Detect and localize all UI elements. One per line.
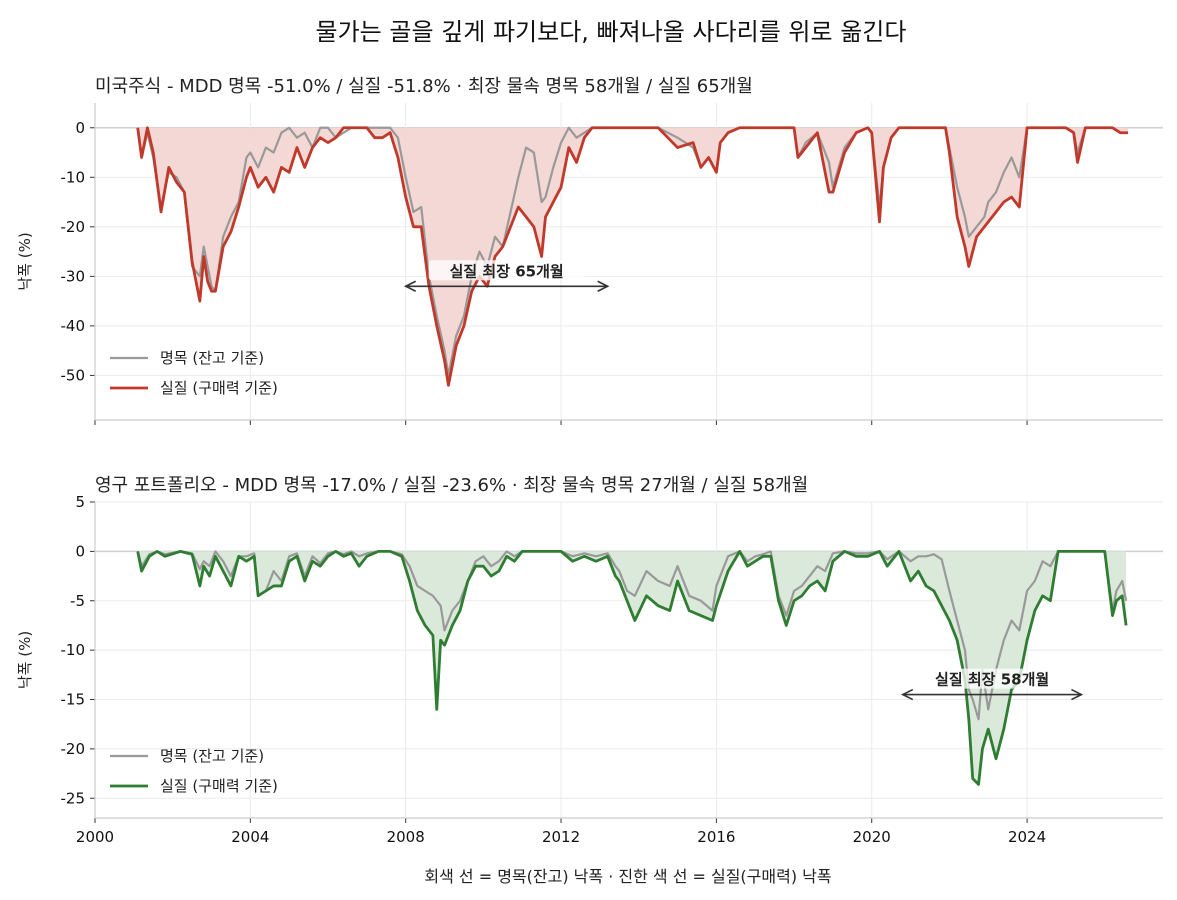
y-tick-label: -10	[61, 168, 86, 186]
annotation-label: 실질 최장 65개월	[450, 262, 564, 280]
x-tick-label: 2008	[387, 828, 425, 846]
x-tick-label: 2024	[1008, 828, 1046, 846]
legend-label: 실질 (구매력 기준)	[160, 379, 278, 397]
y-tick-label: 5	[75, 493, 85, 511]
y-tick-label: -5	[70, 592, 85, 610]
series-line-nominal	[136, 550, 1128, 721]
y-tick-label: -30	[61, 267, 86, 285]
drawdown-fill-area	[137, 127, 1129, 386]
legend-label: 실질 (구매력 기준)	[160, 777, 278, 795]
annotation-label-bg	[914, 668, 1071, 689]
y-axis-label: 낙폭 (%)	[16, 631, 34, 689]
annotation-arrow-left-head	[403, 280, 417, 292]
figure-suptitle: 물가는 골을 깊게 파기보다, 빠져나올 사다리를 위로 옮긴다	[316, 18, 907, 46]
panel-title: 영구 포트폴리오 - MDD 명목 -17.0% / 실질 -23.6% · 최…	[95, 475, 808, 496]
drawdown-fill-area	[137, 551, 1127, 785]
annotation-arrow-right-head	[1071, 688, 1084, 701]
y-tick-label: 0	[75, 542, 85, 560]
annotation-arrow-left-head	[901, 688, 914, 701]
x-tick-label: 2000	[76, 828, 114, 846]
x-tick-label: 2020	[853, 828, 891, 846]
y-tick-label: -25	[61, 789, 86, 807]
annotation-label-bg	[428, 260, 585, 281]
y-axis-label: 낙폭 (%)	[16, 232, 34, 290]
y-tick-label: -20	[61, 218, 86, 236]
x-tick-label: 2004	[231, 828, 269, 846]
x-tick-label: 2016	[697, 828, 735, 846]
series-line-real	[136, 549, 1128, 786]
chart-panel-us-stocks: 미국주식 - MDD 명목 -51.0% / 실질 -51.8% · 최장 물속…	[16, 76, 1163, 425]
annotation-arrow-right-head	[597, 280, 610, 292]
series-line-nominal	[136, 126, 1129, 377]
series-line-real	[136, 126, 1129, 387]
figure-xlabel: 회색 선 = 명목(잔고) 낙폭 · 진한 색 선 = 실질(구매력) 낙폭	[424, 867, 831, 886]
y-tick-label: -20	[61, 740, 86, 758]
panel-title: 미국주식 - MDD 명목 -51.0% / 실질 -51.8% · 최장 물속…	[95, 76, 753, 97]
y-tick-label: -10	[61, 641, 86, 659]
legend-label: 명목 (잔고 기준)	[160, 747, 264, 765]
y-tick-label: -40	[61, 317, 86, 335]
y-tick-label: -50	[61, 366, 86, 384]
x-tick-label: 2012	[542, 828, 580, 846]
annotation-label: 실질 최장 58개월	[935, 671, 1049, 689]
legend-label: 명목 (잔고 기준)	[160, 349, 264, 367]
y-tick-label: -15	[61, 691, 86, 709]
chart-panel-permanent-portfolio: 영구 포트폴리오 - MDD 명목 -17.0% / 실질 -23.6% · 최…	[16, 475, 1163, 846]
y-tick-label: 0	[75, 119, 85, 137]
